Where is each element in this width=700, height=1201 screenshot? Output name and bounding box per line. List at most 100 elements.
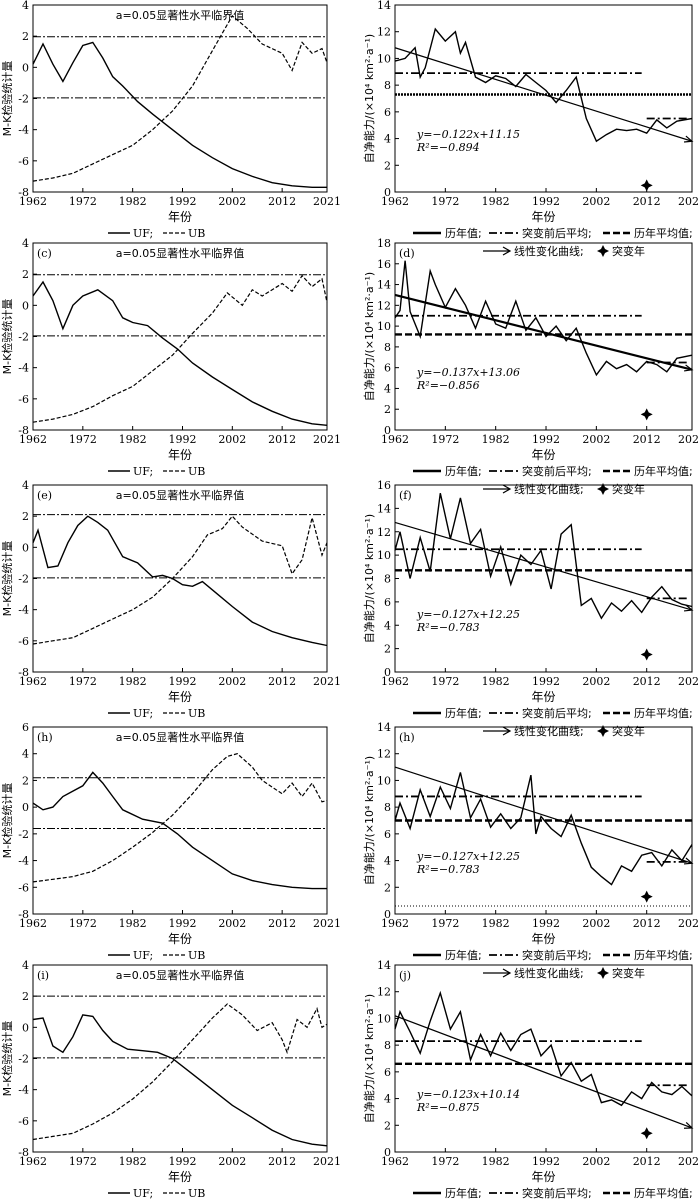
- x-axis-label: 年份: [168, 210, 192, 224]
- legend-annual-label: 历年值;: [445, 948, 482, 962]
- y-tick-label: 14: [377, 959, 391, 972]
- y-tick-label: -6: [18, 1115, 29, 1128]
- x-tick-label: 1982: [482, 433, 510, 446]
- y-tick-label: 2: [22, 268, 29, 281]
- legend-ub-label: UB: [188, 465, 205, 478]
- legend-trend-arrow: [502, 726, 512, 736]
- legend-trend-arrow: [502, 968, 512, 978]
- legend-mutation-mean-label: 突变前后平均;: [522, 226, 592, 240]
- uf-line: [32, 1014, 328, 1147]
- x-tick-label: 1972: [431, 433, 459, 446]
- x-tick-label: 2002: [582, 917, 610, 930]
- y-tick-label: 6: [384, 362, 391, 375]
- legend-annual-label: 历年值;: [445, 706, 482, 720]
- y-tick-label: -2: [18, 331, 29, 344]
- y-tick-label: 14: [377, 279, 391, 292]
- y-tick-label: 2: [22, 30, 29, 43]
- y-tick-label: 10: [377, 549, 391, 562]
- y-tick-label: 0: [22, 1021, 29, 1034]
- mutation-year-marker: [640, 179, 653, 192]
- y-tick-label: 6: [384, 828, 391, 841]
- trend-equation: y=−0.123x+10.14: [416, 1088, 520, 1101]
- x-tick-label: 2012: [633, 195, 661, 208]
- trend-line: [394, 293, 693, 371]
- y-tick-label: 10: [377, 52, 391, 65]
- y-tick-label: 4: [22, 237, 29, 250]
- r-squared: R²=−0.894: [416, 141, 480, 154]
- x-axis-label: 年份: [168, 448, 192, 462]
- x-tick-label: 1992: [168, 1155, 196, 1168]
- y-tick-label: 12: [377, 299, 391, 312]
- y-tick-label: 2: [384, 1119, 391, 1132]
- plot-frame: [32, 242, 328, 431]
- mutation-year-marker: [640, 408, 653, 421]
- ub-line: [32, 515, 328, 645]
- r-squared: R²=−0.875: [416, 1101, 480, 1114]
- x-tick-label: 2002: [218, 195, 246, 208]
- x-tick-label: 1962: [19, 195, 47, 208]
- x-tick-label: 1972: [431, 675, 459, 688]
- x-tick-label: 1992: [168, 675, 196, 688]
- x-axis-label: 年份: [531, 448, 555, 462]
- x-tick-label: 1962: [381, 917, 409, 930]
- y-tick-label: 0: [22, 801, 29, 814]
- legend-mutation-marker: [597, 967, 609, 979]
- x-tick-label: 2021: [313, 433, 341, 446]
- legend-mutation-marker: [597, 725, 609, 737]
- y-axis-label: 自净能力/(×10⁴ km²·a⁻¹): [362, 994, 376, 1123]
- panel-label: (h): [37, 731, 53, 744]
- x-tick-label: 2012: [268, 917, 296, 930]
- y-tick-label: 4: [384, 133, 391, 146]
- r-squared: R²=−0.783: [416, 863, 480, 876]
- y-tick-label: 8: [384, 79, 391, 92]
- legend-annual-label: 历年值;: [445, 1186, 482, 1200]
- legend-uf-label: UF;: [133, 227, 153, 240]
- x-tick-label: 1982: [119, 675, 147, 688]
- x-tick-label: 2021: [678, 433, 700, 446]
- x-tick-label: 1962: [381, 195, 409, 208]
- panel-d: 1962 1972 1982 1992 2002 2012 2021 0 2 4 6 8 10 12 14 1…: [362, 237, 700, 496]
- legend-mutation-mean-label: 突变前后平均;: [522, 1186, 592, 1200]
- x-tick-label: 1982: [482, 917, 510, 930]
- x-tick-label: 2012: [633, 917, 661, 930]
- y-axis-label: M-K检验统计量: [0, 783, 14, 859]
- x-axis-label: 年份: [168, 932, 192, 946]
- annual-value-line: [394, 27, 693, 143]
- y-tick-label: 6: [22, 721, 29, 734]
- x-tick-label: 1962: [381, 433, 409, 446]
- x-tick-label: 2002: [582, 675, 610, 688]
- legend-trend-arrow: [502, 246, 512, 256]
- critical-annotation: a=0.05显著性水平临界值: [116, 8, 244, 22]
- panel-label: (j): [399, 969, 411, 982]
- y-tick-label: -8: [18, 424, 29, 437]
- y-tick-label: -8: [18, 1146, 29, 1159]
- y-tick-label: 8: [384, 573, 391, 586]
- x-tick-label: 1962: [381, 675, 409, 688]
- y-tick-label: -2: [18, 573, 29, 586]
- y-tick-label: 10: [377, 774, 391, 787]
- y-tick-label: -4: [18, 362, 29, 375]
- y-tick-label: 0: [22, 61, 29, 74]
- y-tick-label: -4: [18, 124, 29, 137]
- y-tick-label: -4: [18, 855, 29, 868]
- x-tick-label: 1972: [431, 1155, 459, 1168]
- y-tick-label: -4: [18, 1084, 29, 1097]
- ub-line: [32, 1003, 328, 1141]
- x-tick-label: 1992: [532, 675, 560, 688]
- y-tick-label: 8: [384, 1039, 391, 1052]
- plot-frame: [32, 4, 328, 193]
- y-tick-label: 0: [384, 1146, 391, 1159]
- legend-overall-mean-label: 历年平均值;: [634, 226, 693, 240]
- panel-h: 1962 1972 1982 1992 2002 2012 2021 0 2 4 6 8 10 12 14 年…: [362, 721, 700, 980]
- critical-annotation: a=0.05显著性水平临界值: [116, 968, 244, 982]
- x-tick-label: 1992: [532, 433, 560, 446]
- y-tick-label: 6: [384, 1066, 391, 1079]
- legend-ub-label: UB: [188, 227, 205, 240]
- x-tick-label: 1982: [482, 1155, 510, 1168]
- trend-equation: y=−0.127x+12.25: [416, 608, 520, 621]
- y-axis-label: M-K检验统计量: [0, 541, 14, 617]
- x-tick-label: 2002: [218, 917, 246, 930]
- y-tick-label: 12: [377, 986, 391, 999]
- y-tick-label: 0: [22, 299, 29, 312]
- x-tick-label: 1992: [532, 195, 560, 208]
